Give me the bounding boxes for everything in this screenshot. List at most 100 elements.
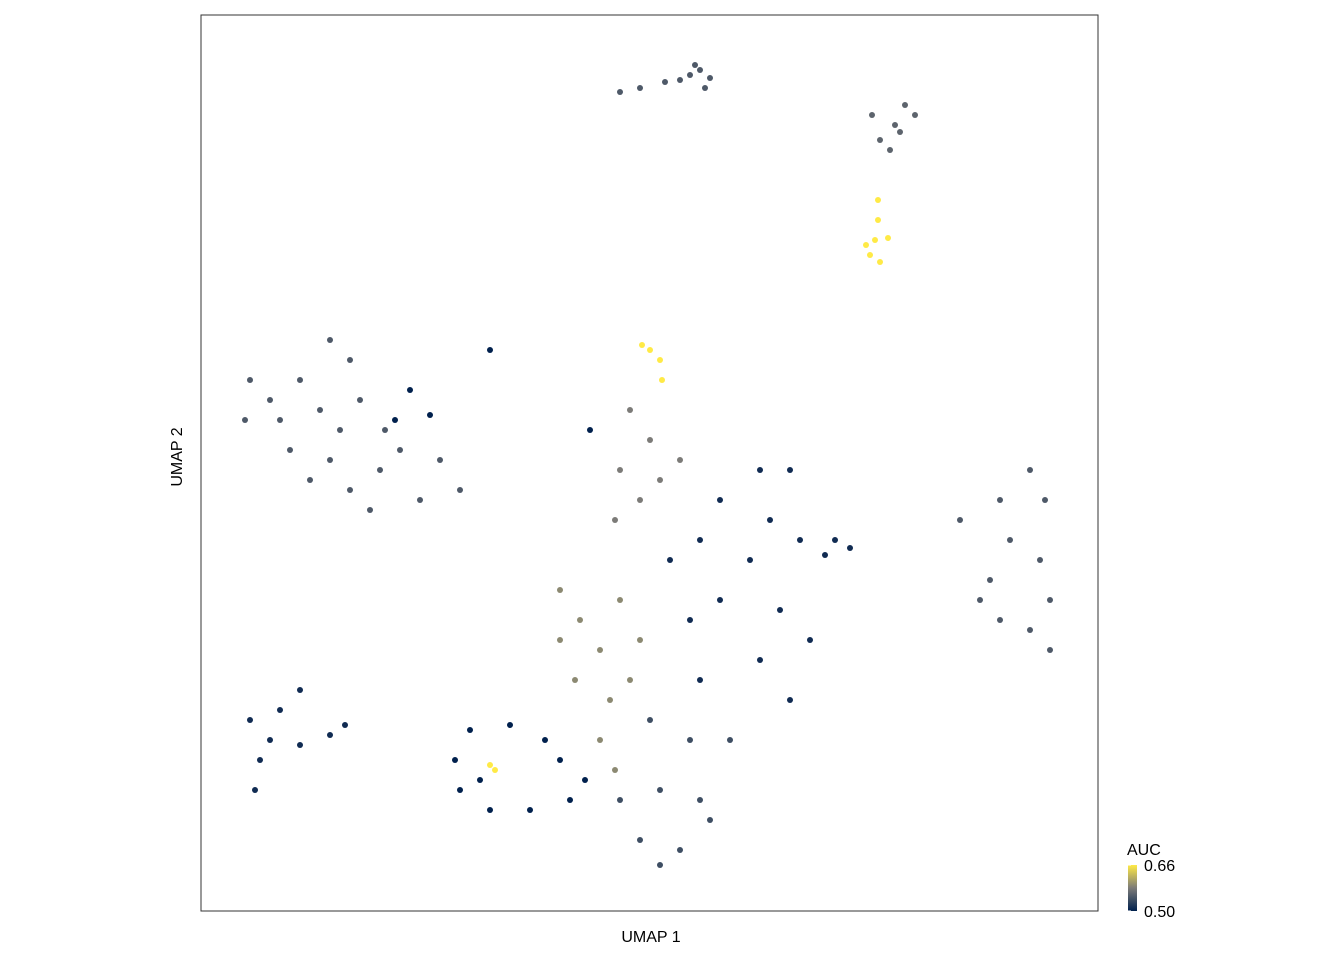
point xyxy=(687,72,693,78)
point xyxy=(457,487,463,493)
point xyxy=(427,412,433,418)
point xyxy=(1037,557,1043,563)
point xyxy=(977,597,983,603)
point xyxy=(277,707,283,713)
point xyxy=(667,557,673,563)
point xyxy=(757,657,763,663)
point xyxy=(1007,537,1013,543)
point xyxy=(822,552,828,558)
point xyxy=(557,637,563,643)
point xyxy=(657,787,663,793)
point xyxy=(787,697,793,703)
point xyxy=(697,537,703,543)
point xyxy=(277,417,283,423)
point xyxy=(572,677,578,683)
point xyxy=(407,387,413,393)
point xyxy=(392,417,398,423)
point xyxy=(617,597,623,603)
point xyxy=(342,722,348,728)
point xyxy=(677,847,683,853)
point xyxy=(397,447,403,453)
point xyxy=(997,617,1003,623)
colorbar-tick-label: 0.50 xyxy=(1144,904,1175,921)
point xyxy=(627,407,633,413)
point xyxy=(577,617,583,623)
point xyxy=(612,767,618,773)
point xyxy=(247,717,253,723)
point xyxy=(287,447,293,453)
point xyxy=(777,607,783,613)
point xyxy=(657,357,663,363)
point xyxy=(542,737,548,743)
point xyxy=(637,637,643,643)
point xyxy=(717,597,723,603)
point xyxy=(417,497,423,503)
point xyxy=(902,102,908,108)
point xyxy=(307,477,313,483)
point xyxy=(582,777,588,783)
point xyxy=(617,467,623,473)
point xyxy=(252,787,258,793)
point xyxy=(662,79,668,85)
point xyxy=(987,577,993,583)
point xyxy=(297,742,303,748)
point xyxy=(327,457,333,463)
point xyxy=(647,717,653,723)
point xyxy=(707,817,713,823)
point xyxy=(892,122,898,128)
point xyxy=(1047,647,1053,653)
point xyxy=(702,85,708,91)
point xyxy=(687,737,693,743)
point xyxy=(557,587,563,593)
point xyxy=(527,807,533,813)
point xyxy=(869,112,875,118)
point xyxy=(612,517,618,523)
point xyxy=(587,427,593,433)
point xyxy=(727,737,733,743)
point xyxy=(897,129,903,135)
point xyxy=(487,762,493,768)
point xyxy=(707,75,713,81)
point xyxy=(877,259,883,265)
point xyxy=(297,687,303,693)
x-axis-label: UMAP 1 xyxy=(621,929,680,946)
point xyxy=(327,732,333,738)
point xyxy=(1027,467,1033,473)
point xyxy=(757,467,763,473)
point xyxy=(677,457,683,463)
point xyxy=(875,197,881,203)
point xyxy=(912,112,918,118)
point xyxy=(557,757,563,763)
point xyxy=(797,537,803,543)
point xyxy=(347,487,353,493)
point xyxy=(697,67,703,73)
point xyxy=(872,237,878,243)
point xyxy=(1027,627,1033,633)
point xyxy=(659,377,665,383)
point xyxy=(242,417,248,423)
point xyxy=(507,722,513,728)
point xyxy=(357,397,363,403)
point xyxy=(807,637,813,643)
point xyxy=(887,147,893,153)
point xyxy=(847,545,853,551)
point xyxy=(647,437,653,443)
point xyxy=(617,797,623,803)
point xyxy=(867,252,873,258)
point xyxy=(1047,597,1053,603)
point xyxy=(677,77,683,83)
point xyxy=(367,507,373,513)
colorbar-tick-label: 0.66 xyxy=(1144,858,1175,875)
plot-frame xyxy=(200,14,1099,912)
point xyxy=(437,457,443,463)
point xyxy=(637,837,643,843)
point xyxy=(492,767,498,773)
point xyxy=(377,467,383,473)
point xyxy=(647,347,653,353)
point xyxy=(627,677,633,683)
point xyxy=(747,557,753,563)
point xyxy=(382,427,388,433)
colorbar xyxy=(1128,865,1137,911)
point xyxy=(1042,497,1048,503)
